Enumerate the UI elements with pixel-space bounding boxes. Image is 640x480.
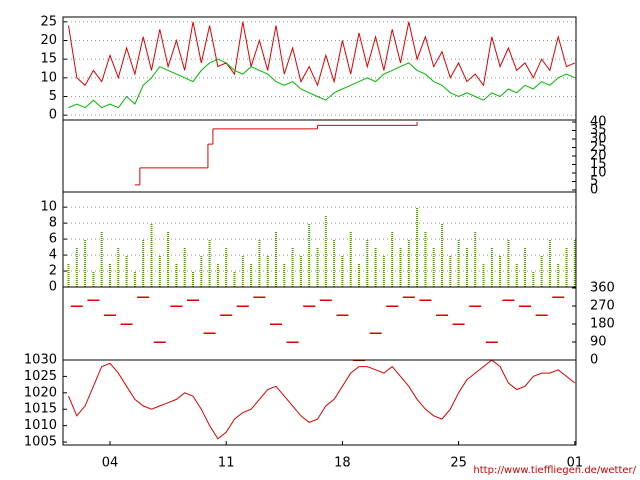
y-tick-label: 0 xyxy=(590,182,598,197)
y-tick-label: 15 xyxy=(40,52,57,67)
point xyxy=(319,299,332,301)
y-tick-label: 1010 xyxy=(24,418,57,433)
y-tick-label: 90 xyxy=(590,335,607,350)
point xyxy=(186,299,199,301)
point xyxy=(552,296,565,298)
y-tick-label: 6 xyxy=(49,232,57,247)
point xyxy=(253,296,266,298)
series-line xyxy=(68,359,576,440)
y-tick-label: 1030 xyxy=(24,353,57,368)
y-tick-label: 5 xyxy=(49,89,57,104)
point xyxy=(270,323,283,325)
point xyxy=(120,323,133,325)
y-tick-label: 1025 xyxy=(24,369,57,384)
y-tick-label: 1005 xyxy=(24,435,57,450)
point xyxy=(469,305,482,307)
point xyxy=(303,305,316,307)
point xyxy=(286,341,299,343)
y-tick-label: 1020 xyxy=(24,385,57,400)
y-tick-label: 10 xyxy=(40,200,57,215)
y-tick-label: 270 xyxy=(590,299,615,314)
y-tick-label: 180 xyxy=(590,317,615,332)
series-line xyxy=(68,58,576,109)
panel-frame xyxy=(62,359,577,446)
y-tick-label: 360 xyxy=(590,281,615,296)
y-tick-label: 30 xyxy=(590,132,607,147)
point xyxy=(402,296,415,298)
point xyxy=(502,299,515,301)
point xyxy=(485,341,498,343)
y-tick-label: 20 xyxy=(40,33,57,48)
y-tick-label: 0 xyxy=(49,108,57,123)
point xyxy=(153,341,166,343)
y-tick-label: 15 xyxy=(590,157,607,172)
point xyxy=(535,314,548,316)
x-tick-label: 01 xyxy=(567,456,584,471)
y-tick-label: 4 xyxy=(49,248,57,263)
point xyxy=(452,323,465,325)
x-tick-label: 18 xyxy=(334,456,351,471)
point xyxy=(220,314,233,316)
y-tick-label: 25 xyxy=(40,14,57,29)
point xyxy=(103,314,116,316)
point xyxy=(519,305,532,307)
y-tick-label: 8 xyxy=(49,216,57,231)
x-tick-label: 25 xyxy=(450,456,467,471)
y-tick-label: 5 xyxy=(590,174,598,189)
y-tick-label: 10 xyxy=(590,165,607,180)
point xyxy=(203,332,216,334)
y-tick-label: 0 xyxy=(49,280,57,295)
point xyxy=(137,296,150,298)
point xyxy=(386,305,399,307)
point xyxy=(336,314,349,316)
y-tick-label: 40 xyxy=(590,115,607,130)
x-tick-label: 11 xyxy=(218,456,235,471)
point xyxy=(170,305,183,307)
point xyxy=(87,299,100,301)
y-tick-label: 35 xyxy=(590,123,607,138)
point xyxy=(419,299,432,301)
point xyxy=(369,332,382,334)
point xyxy=(436,314,449,316)
y-tick-label: 25 xyxy=(590,140,607,155)
point xyxy=(70,305,83,307)
footer-url: http://www.tieffliegen.de/wetter/ xyxy=(473,465,636,476)
y-tick-label: 20 xyxy=(590,149,607,164)
series-line xyxy=(68,21,576,87)
x-tick-label: 04 xyxy=(102,456,119,471)
y-tick-label: 0 xyxy=(590,353,598,368)
y-tick-label: 2 xyxy=(49,264,57,279)
y-tick-label: 1015 xyxy=(24,402,57,417)
y-tick-label: 10 xyxy=(40,70,57,85)
panel-frame xyxy=(62,16,577,121)
point xyxy=(236,305,249,307)
